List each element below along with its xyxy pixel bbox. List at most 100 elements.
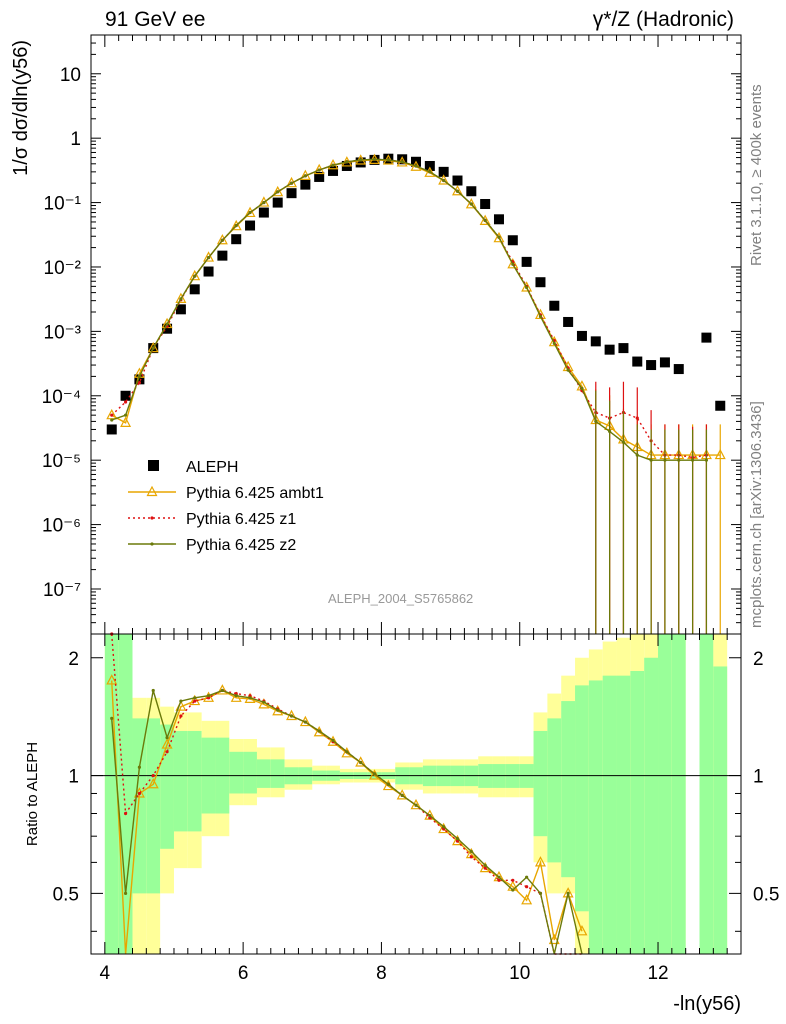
band-green	[173, 730, 188, 832]
ratio-point	[483, 866, 487, 870]
y-tick-label: 10⁻⁷	[43, 580, 81, 601]
band-green	[575, 685, 589, 912]
ratio-point	[165, 750, 169, 754]
aleph-point	[715, 400, 726, 411]
mc-point	[203, 251, 215, 262]
mc-point	[428, 170, 432, 174]
mc-point	[234, 223, 238, 228]
mc-point	[175, 292, 187, 303]
mc-point	[566, 368, 570, 372]
ratio-point	[414, 803, 418, 807]
aleph-point	[175, 304, 186, 315]
mc-point	[493, 231, 505, 243]
mc-point	[442, 178, 446, 183]
mc-point	[220, 238, 224, 242]
mc-point	[580, 386, 584, 391]
aleph-point	[632, 356, 643, 367]
aleph-point	[397, 154, 408, 165]
aleph-point	[493, 214, 504, 225]
mc-point	[649, 458, 653, 462]
mc-point	[400, 160, 404, 164]
ratio-point	[386, 782, 390, 786]
band-green	[671, 634, 686, 954]
band-green	[270, 759, 285, 788]
ratio-point	[345, 750, 349, 754]
y-tick-label: 10⁻⁴	[42, 387, 81, 408]
rivet-label: Rivet 3.1.10, ≥ 400k events	[748, 84, 765, 266]
ratio-point	[497, 878, 501, 882]
ratio-tick-label: 0.5	[53, 884, 79, 905]
mc-point	[552, 341, 556, 346]
ratio-point	[206, 694, 211, 698]
mc-point	[507, 258, 519, 269]
legend: ALEPH Pythia 6.425 ambt1 Pythia 6.425 z1 Py…	[128, 459, 324, 554]
aleph-point	[646, 360, 657, 371]
y-tick-label: 10⁻³	[44, 322, 82, 343]
band-green	[132, 718, 147, 894]
mc-point	[110, 413, 114, 417]
mc-point	[677, 458, 681, 462]
ratio-point	[220, 688, 224, 693]
band-green	[588, 680, 603, 954]
header-right: γ*/Z (Hadronic)	[592, 8, 734, 31]
x-tick-label: 12	[647, 963, 668, 984]
ratio-point	[165, 736, 169, 740]
band-green	[561, 701, 576, 878]
ratio-point	[123, 811, 128, 816]
mc-point	[193, 274, 197, 278]
axes: 10⁻⁷ 10⁻⁶ 10⁻⁵ 10⁻⁴ 10⁻³ 10⁻² 10⁻¹ 1 10 1/σ dσ/dl…	[10, 34, 779, 1015]
mc-line-ambt1	[111, 159, 721, 456]
ratio-point	[276, 708, 280, 712]
band-green	[256, 759, 271, 788]
mc-point	[137, 374, 142, 378]
y-tick-label: 1	[70, 129, 81, 150]
ratio-point	[151, 688, 155, 693]
mc-point	[276, 190, 280, 194]
mc-point	[179, 297, 183, 301]
mc-point	[386, 158, 390, 162]
mc-point	[123, 400, 128, 404]
aleph-point	[231, 234, 242, 245]
mc-point	[317, 168, 321, 172]
mc-point	[534, 308, 546, 320]
mc-point	[165, 322, 169, 326]
aleph-point	[314, 171, 325, 182]
mc-point	[147, 341, 159, 353]
legend-item-2: Pythia 6.425 z1	[186, 511, 296, 528]
band-green	[533, 730, 548, 837]
ratio-point	[469, 855, 473, 859]
x-tick-label: 8	[376, 963, 387, 984]
ratio-point	[538, 891, 543, 895]
ratio-point	[230, 691, 242, 702]
aleph-point	[604, 344, 615, 355]
aleph-point	[507, 235, 518, 246]
band-green	[630, 671, 645, 954]
aleph-point	[549, 300, 560, 311]
band-green	[104, 634, 119, 954]
ratio-frame	[90, 633, 742, 955]
mc-point	[594, 419, 598, 424]
ratio-point	[497, 875, 501, 879]
mc-point	[137, 381, 142, 385]
ratio-point	[428, 814, 432, 818]
aleph-point	[258, 207, 269, 218]
mc-point	[372, 157, 377, 161]
band-green	[699, 634, 714, 954]
aleph-point	[189, 284, 200, 295]
mc-point	[216, 233, 228, 245]
aleph-point	[203, 266, 214, 277]
aleph-point	[424, 160, 435, 171]
mc-point	[123, 413, 128, 417]
header-left: 91 GeV ee	[105, 8, 206, 31]
ratio-point	[359, 760, 363, 765]
ratio-point	[234, 694, 238, 698]
aleph-point	[134, 374, 145, 385]
mc-point	[538, 314, 543, 319]
mc-point	[635, 416, 639, 420]
y-tick-label: 10⁻²	[44, 258, 82, 279]
legend-marker	[150, 516, 154, 520]
ratio-point	[396, 789, 408, 800]
ratio-point	[289, 714, 294, 718]
legend-item-3: Pythia 6.425 z2	[186, 537, 296, 554]
